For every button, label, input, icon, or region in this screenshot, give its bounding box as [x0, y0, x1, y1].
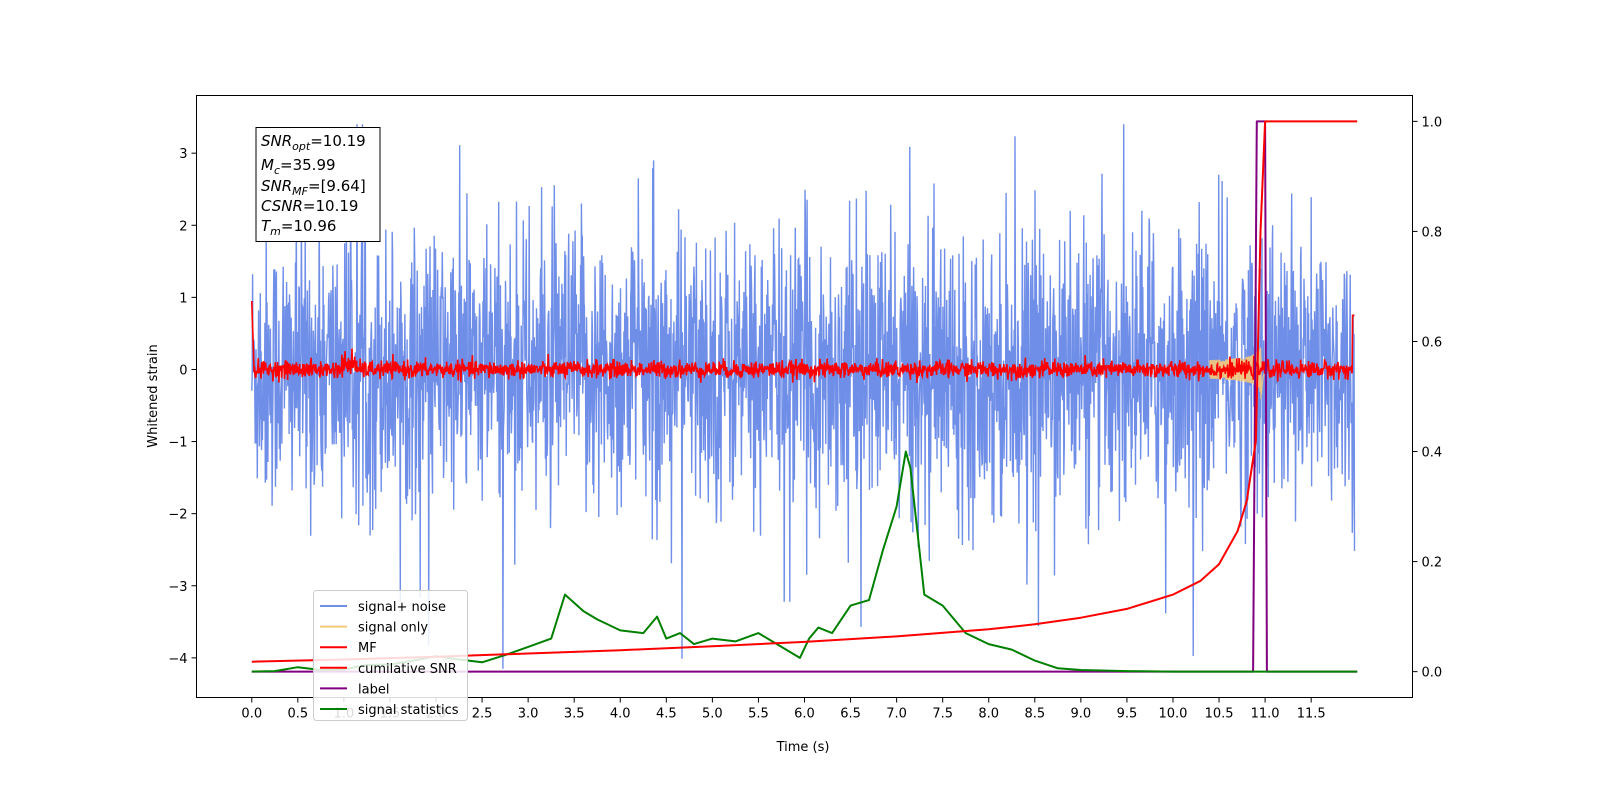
x-tick-label: 7.0 — [886, 707, 907, 722]
x-tick-label: 6.5 — [840, 707, 861, 722]
series-mf — [251, 300, 1355, 384]
y-tick-label: 1 — [179, 291, 187, 306]
x-tick-label: 4.0 — [610, 707, 631, 722]
x-tick-label: 3.0 — [518, 707, 539, 722]
y2-tick-label: 0.0 — [1422, 666, 1443, 681]
y2-tick-label: 0.6 — [1422, 335, 1443, 350]
info-snr-mf: SNRMF=[9.64] — [261, 177, 366, 198]
y-tick-label: 3 — [179, 147, 187, 162]
y-tick-label: −1 — [168, 436, 187, 451]
y-tick-label: 2 — [179, 219, 187, 234]
legend-label: signal only — [358, 621, 428, 636]
x-tick-label: 4.5 — [656, 707, 677, 722]
x-tick-label: 8.0 — [978, 707, 999, 722]
info-snr-opt: SNRopt=10.19 — [261, 132, 366, 153]
series-cumulative-snr — [251, 120, 1358, 663]
legend-label: signal statistics — [358, 703, 459, 718]
series-signal-noise — [251, 124, 1356, 669]
y-tick-label: −2 — [168, 508, 187, 523]
info-csnr: CSNR=10.19 — [261, 197, 358, 215]
x-tick-label: 10.0 — [1159, 707, 1188, 722]
x-tick-label: 0.0 — [241, 707, 262, 722]
x-tick-label: 7.5 — [932, 707, 953, 722]
y2-tick-label: 0.8 — [1422, 225, 1443, 240]
y2-tick-label: 1.0 — [1422, 115, 1443, 130]
legend: signal+ noise signal only MF cumilative SNR… — [313, 590, 468, 721]
legend-label: signal+ noise — [358, 600, 446, 615]
x-tick-label: 5.0 — [702, 707, 723, 722]
info-mc: Mc=35.99 — [261, 156, 336, 177]
y-tick-label: −3 — [168, 580, 187, 595]
plot-area — [251, 120, 1358, 673]
x-tick-label: 6.0 — [794, 707, 815, 722]
y2-tick-label: 0.2 — [1422, 556, 1443, 571]
x-tick-label: 3.5 — [564, 707, 585, 722]
x-tick-label: 2.5 — [472, 707, 493, 722]
y-tick-label: 0 — [179, 363, 187, 378]
legend-label: label — [358, 682, 389, 697]
legend-label: cumilative SNR — [358, 662, 457, 677]
info-box: SNRopt=10.19 Mc=35.99 SNRMF=[9.64] CSNR=… — [255, 127, 381, 242]
y-tick-label: −4 — [168, 652, 187, 667]
legend-label: MF — [358, 641, 377, 656]
x-tick-label: 0.5 — [287, 707, 308, 722]
x-tick-label: 9.0 — [1071, 707, 1092, 722]
y-axis-left: 3 2 1 0 −1 −2 −3 −4 — [168, 147, 197, 667]
x-tick-label: 9.5 — [1117, 707, 1138, 722]
x-tick-label: 10.5 — [1205, 707, 1234, 722]
y2-tick-label: 0.4 — [1422, 446, 1443, 461]
x-tick-label: 5.5 — [748, 707, 769, 722]
x-tick-label: 11.5 — [1297, 707, 1326, 722]
x-tick-label: 8.5 — [1024, 707, 1045, 722]
y-axis-right: 1.0 0.8 0.6 0.4 0.2 0.0 — [1412, 115, 1443, 681]
y-axis-label: Whitened strain — [146, 344, 161, 447]
x-tick-label: 11.0 — [1251, 707, 1280, 722]
x-axis-label: Time (s) — [776, 740, 830, 755]
info-tm: Tm=10.96 — [261, 217, 336, 238]
